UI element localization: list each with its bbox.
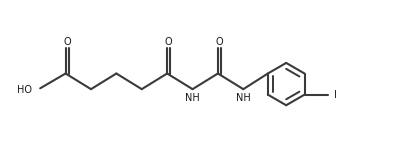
Text: O: O bbox=[164, 37, 172, 47]
Text: HO: HO bbox=[17, 85, 32, 95]
Text: NH: NH bbox=[235, 93, 250, 103]
Text: NH: NH bbox=[185, 93, 199, 103]
Text: I: I bbox=[333, 90, 336, 100]
Text: O: O bbox=[63, 37, 71, 47]
Text: O: O bbox=[215, 37, 223, 47]
